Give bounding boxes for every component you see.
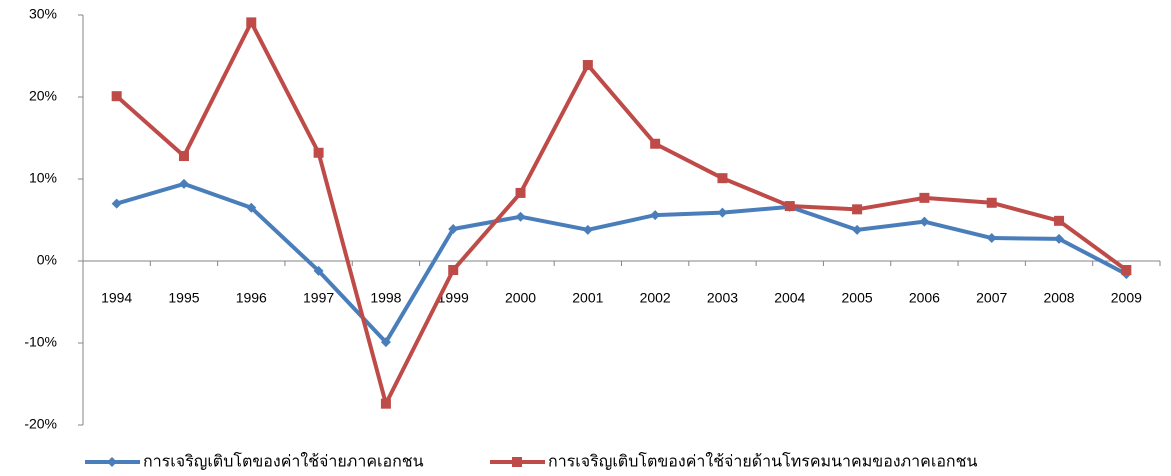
x-tick-label: 2002 [640,290,671,306]
marker [107,457,117,467]
marker [246,17,257,28]
x-tick-label: 1994 [101,290,132,306]
x-tick-label: 2006 [909,290,940,306]
marker [1054,215,1065,226]
marker [919,192,930,203]
marker [1054,233,1065,244]
marker [512,457,522,467]
x-tick-label: 2005 [842,290,873,306]
x-tick-label: 2007 [976,290,1007,306]
marker [380,398,391,409]
marker [650,210,661,221]
marker [313,265,324,276]
marker [852,204,863,215]
marker [717,173,728,184]
marker [717,207,728,218]
marker [178,178,189,189]
marker [111,91,122,102]
marker [1121,265,1132,276]
y-tick-label: 0% [37,252,57,268]
x-tick-label: 2000 [505,290,536,306]
x-tick-label: 2003 [707,290,738,306]
marker [784,201,795,212]
legend-label: การเจริญเติบโตของค่าใช้จ่ายภาคเอกชน [143,452,424,471]
x-tick-label: 2008 [1043,290,1074,306]
marker [852,224,863,235]
marker [650,138,661,149]
marker [448,265,459,276]
marker [919,216,930,227]
y-tick-label: 30% [29,6,57,22]
y-tick-label: -10% [24,334,57,350]
x-tick-label: 2004 [774,290,805,306]
x-tick-label: 1999 [438,290,469,306]
x-tick-label: 1996 [236,290,267,306]
series-line [115,20,1128,406]
x-tick-label: 1998 [370,290,401,306]
marker [515,211,526,222]
x-tick-label: 2001 [572,290,603,306]
marker [246,202,257,213]
x-tick-label: 1997 [303,290,334,306]
x-tick-label: 1995 [168,290,199,306]
y-tick-label: 10% [29,170,57,186]
y-tick-label: -20% [24,416,57,432]
marker [582,224,593,235]
marker [582,60,593,71]
y-tick-label: 20% [29,88,57,104]
marker [515,187,526,198]
marker [313,147,324,158]
marker [448,224,459,235]
marker [986,233,997,244]
marker [380,337,391,348]
marker [986,197,997,208]
x-tick-label: 2009 [1111,290,1142,306]
marker [178,151,189,162]
marker [111,198,122,209]
legend-label: การเจริญเติบโตของค่าใช้จ่ายด้านโทรคมนาคม… [548,452,977,471]
series-line [116,181,1128,345]
